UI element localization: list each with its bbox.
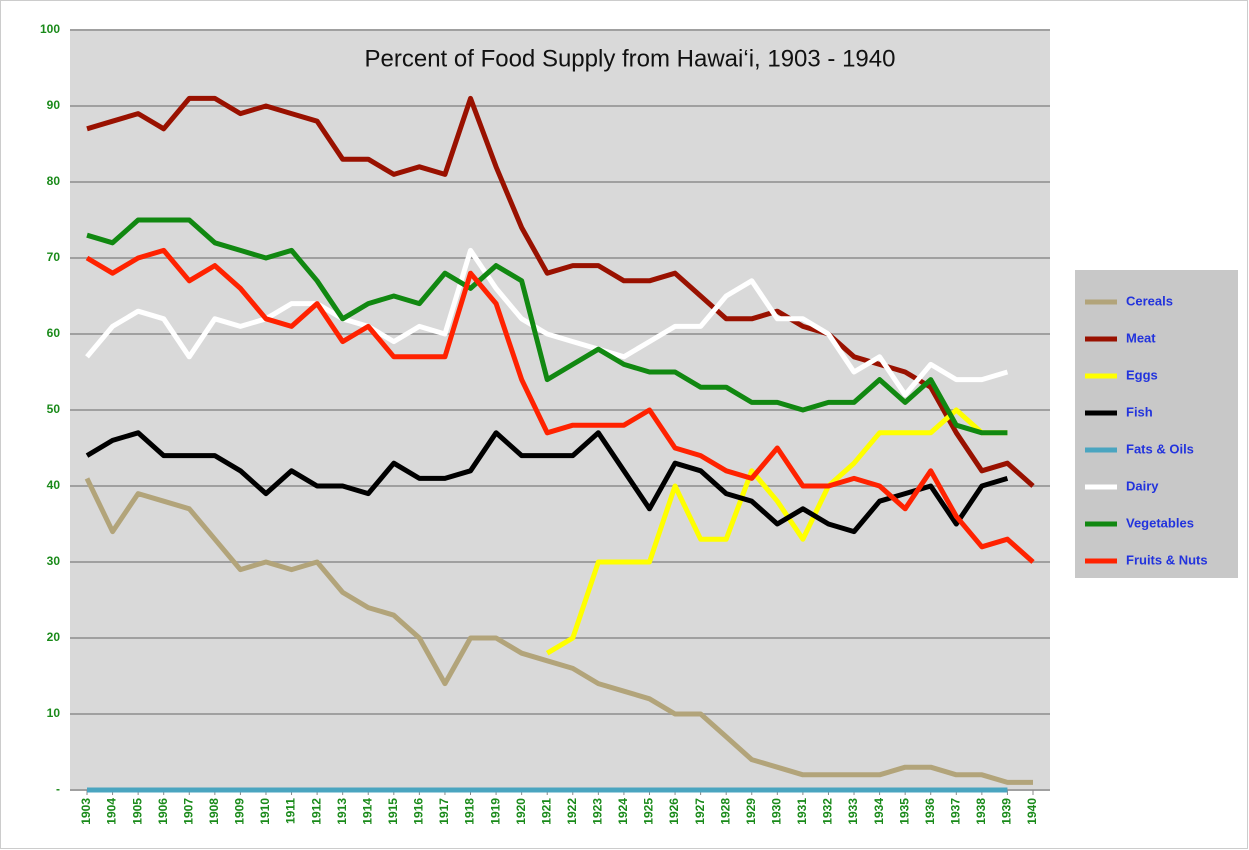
grid: [70, 29, 1050, 795]
x-tick-label: 1924: [616, 798, 630, 825]
x-tick-label: 1920: [514, 798, 528, 825]
legend-label: Vegetables: [1126, 515, 1194, 530]
x-tick-label: 1939: [1000, 798, 1014, 825]
x-tick-label: 1921: [539, 798, 553, 825]
x-tick-label: 1936: [923, 798, 937, 825]
x-tick-label: 1930: [769, 798, 783, 825]
series-line: [85, 247, 1009, 398]
chart-title: Percent of Food Supply from Hawai‘i, 190…: [365, 45, 896, 72]
x-tick-label: 1908: [207, 798, 221, 825]
x-tick-label: 1907: [181, 798, 195, 825]
x-tick-label: 1912: [309, 798, 323, 825]
y-tick-label: 50: [47, 402, 61, 416]
x-tick-label: 1903: [79, 798, 93, 825]
legend-label: Meat: [1126, 330, 1156, 345]
x-tick-label: 1919: [488, 798, 502, 825]
y-tick-label: 30: [47, 554, 61, 568]
series-line: [86, 217, 1008, 436]
x-tick-label: 1911: [284, 798, 298, 824]
x-tick-label: 1917: [437, 798, 451, 825]
legend: [1075, 270, 1238, 578]
x-tick-label: 1904: [105, 798, 119, 825]
x-tick-label: 1916: [412, 798, 426, 825]
x-tick-label: 1938: [974, 798, 988, 825]
x-tick-label: 1914: [360, 798, 374, 825]
x-tick-label: 1929: [744, 798, 758, 825]
legend-label: Fruits & Nuts: [1126, 552, 1208, 567]
x-tick-label: 1915: [386, 798, 400, 825]
x-tick-label: 1935: [897, 798, 911, 825]
legend-label: Fats & Oils: [1126, 441, 1194, 456]
legend-label: Cereals: [1126, 293, 1173, 308]
y-tick-label: 80: [47, 174, 61, 188]
lines: [84, 95, 1035, 793]
x-tick-label: 1913: [335, 798, 349, 825]
y-tick-label: -: [56, 782, 60, 796]
x-tick-label: 1910: [258, 798, 272, 825]
x-tick-label: 1918: [463, 798, 477, 825]
x-tick-label: 1937: [948, 798, 962, 825]
x-tick-label: 1931: [795, 798, 809, 825]
x-tick-label: 1933: [846, 798, 860, 825]
series-line: [85, 247, 1035, 564]
y-tick-label: 40: [47, 478, 61, 492]
series-line: [84, 477, 1033, 785]
y-tick-label: 90: [47, 98, 61, 112]
legend-label: Fish: [1126, 404, 1153, 419]
series-line: [85, 430, 1009, 535]
y-tick-label: 10: [47, 706, 61, 720]
x-tick-label: 1940: [1025, 798, 1039, 825]
legend-label: Eggs: [1126, 367, 1158, 382]
y-tick-label: 20: [47, 630, 61, 644]
series-line: [545, 407, 1008, 656]
x-tick-label: 1923: [591, 798, 605, 825]
x-tick-label: 1927: [693, 798, 707, 825]
x-tick-label: 1909: [233, 798, 247, 825]
x-tick-label: 1905: [130, 798, 144, 825]
y-tick-label: 60: [47, 326, 61, 340]
x-tick-label: 1925: [642, 798, 656, 825]
x-tick-label: 1934: [872, 798, 886, 825]
y-tick-label: 70: [47, 250, 61, 264]
y-tick-label: 100: [40, 22, 60, 36]
x-tick-label: 1926: [667, 798, 681, 825]
x-tick-label: 1928: [718, 798, 732, 825]
series-line: [86, 95, 1035, 488]
legend-label: Dairy: [1126, 478, 1159, 493]
x-tick-label: 1922: [565, 798, 579, 825]
x-tick-label: 1932: [821, 798, 835, 825]
x-tick-label: 1906: [156, 798, 170, 825]
